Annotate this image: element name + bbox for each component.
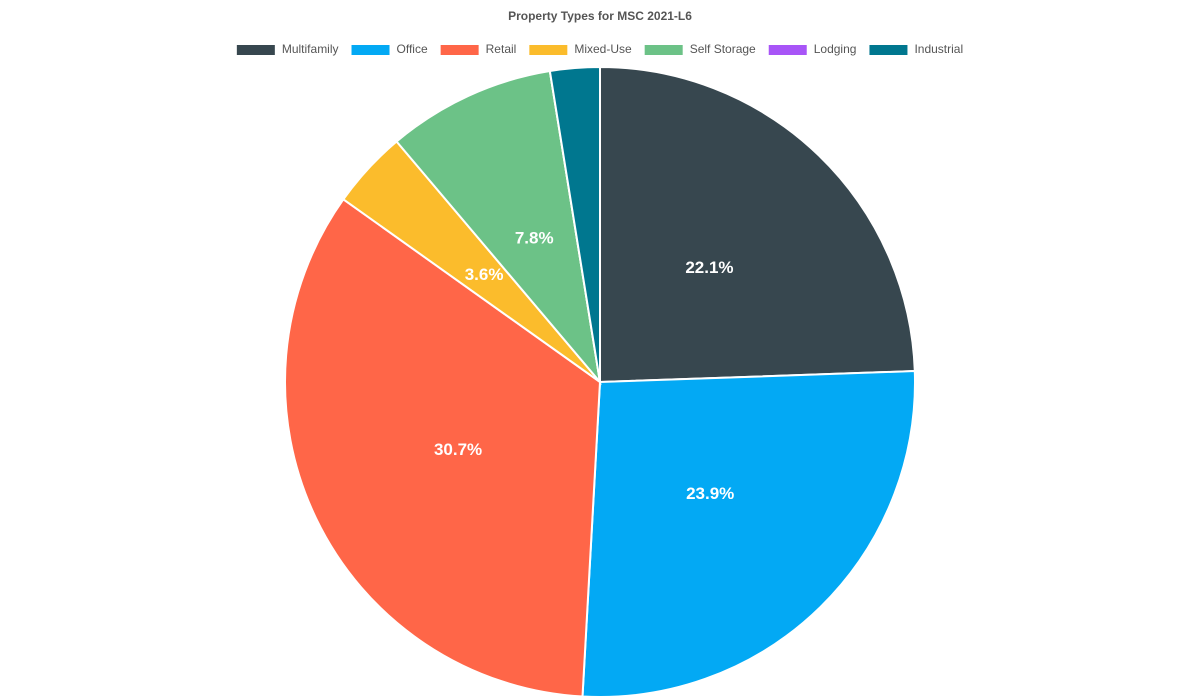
- data-label: 7.8%: [515, 228, 554, 247]
- legend-item: Lodging: [768, 42, 857, 56]
- legend-item: Mixed-Use: [529, 42, 632, 56]
- legend-swatch: [236, 45, 275, 55]
- pie-slice: [599, 65, 916, 384]
- legend-label: Retail: [486, 42, 517, 56]
- legend-label: Industrial: [914, 42, 963, 56]
- pie-slice: [395, 69, 602, 386]
- legend-label: Lodging: [814, 42, 857, 56]
- legend-swatch: [529, 45, 568, 55]
- pie-slice: [581, 370, 916, 698]
- legend-swatch: [768, 45, 807, 55]
- pie-slice: [548, 65, 601, 383]
- data-label: 23.9%: [686, 484, 734, 503]
- pie: 22.1% 23.9% 30.7% 3.6% 7.8%: [284, 65, 916, 698]
- data-label: 30.7%: [434, 440, 482, 459]
- legend-item: Industrial: [869, 42, 963, 56]
- data-label: 22.1%: [685, 258, 733, 277]
- legend: Multifamily Office Retail Mixed-Use Self Sto…: [236, 42, 963, 56]
- data-label: 3.6%: [465, 265, 504, 284]
- legend-label: Self Storage: [690, 42, 756, 56]
- legend-label: Multifamily: [282, 42, 339, 56]
- legend-label: Office: [397, 42, 428, 56]
- chart-title: Property Types for MSC 2021-L6: [508, 9, 692, 23]
- legend-item: Retail: [440, 42, 517, 56]
- legend-label: Mixed-Use: [574, 42, 632, 56]
- legend-swatch: [644, 45, 683, 55]
- legend-item: Office: [351, 42, 428, 56]
- legend-swatch: [869, 45, 908, 55]
- legend-item: Self Storage: [644, 42, 756, 56]
- legend-item: Multifamily: [236, 42, 339, 56]
- pie-slice: [284, 197, 602, 698]
- legend-swatch: [351, 45, 390, 55]
- legend-swatch: [440, 45, 479, 55]
